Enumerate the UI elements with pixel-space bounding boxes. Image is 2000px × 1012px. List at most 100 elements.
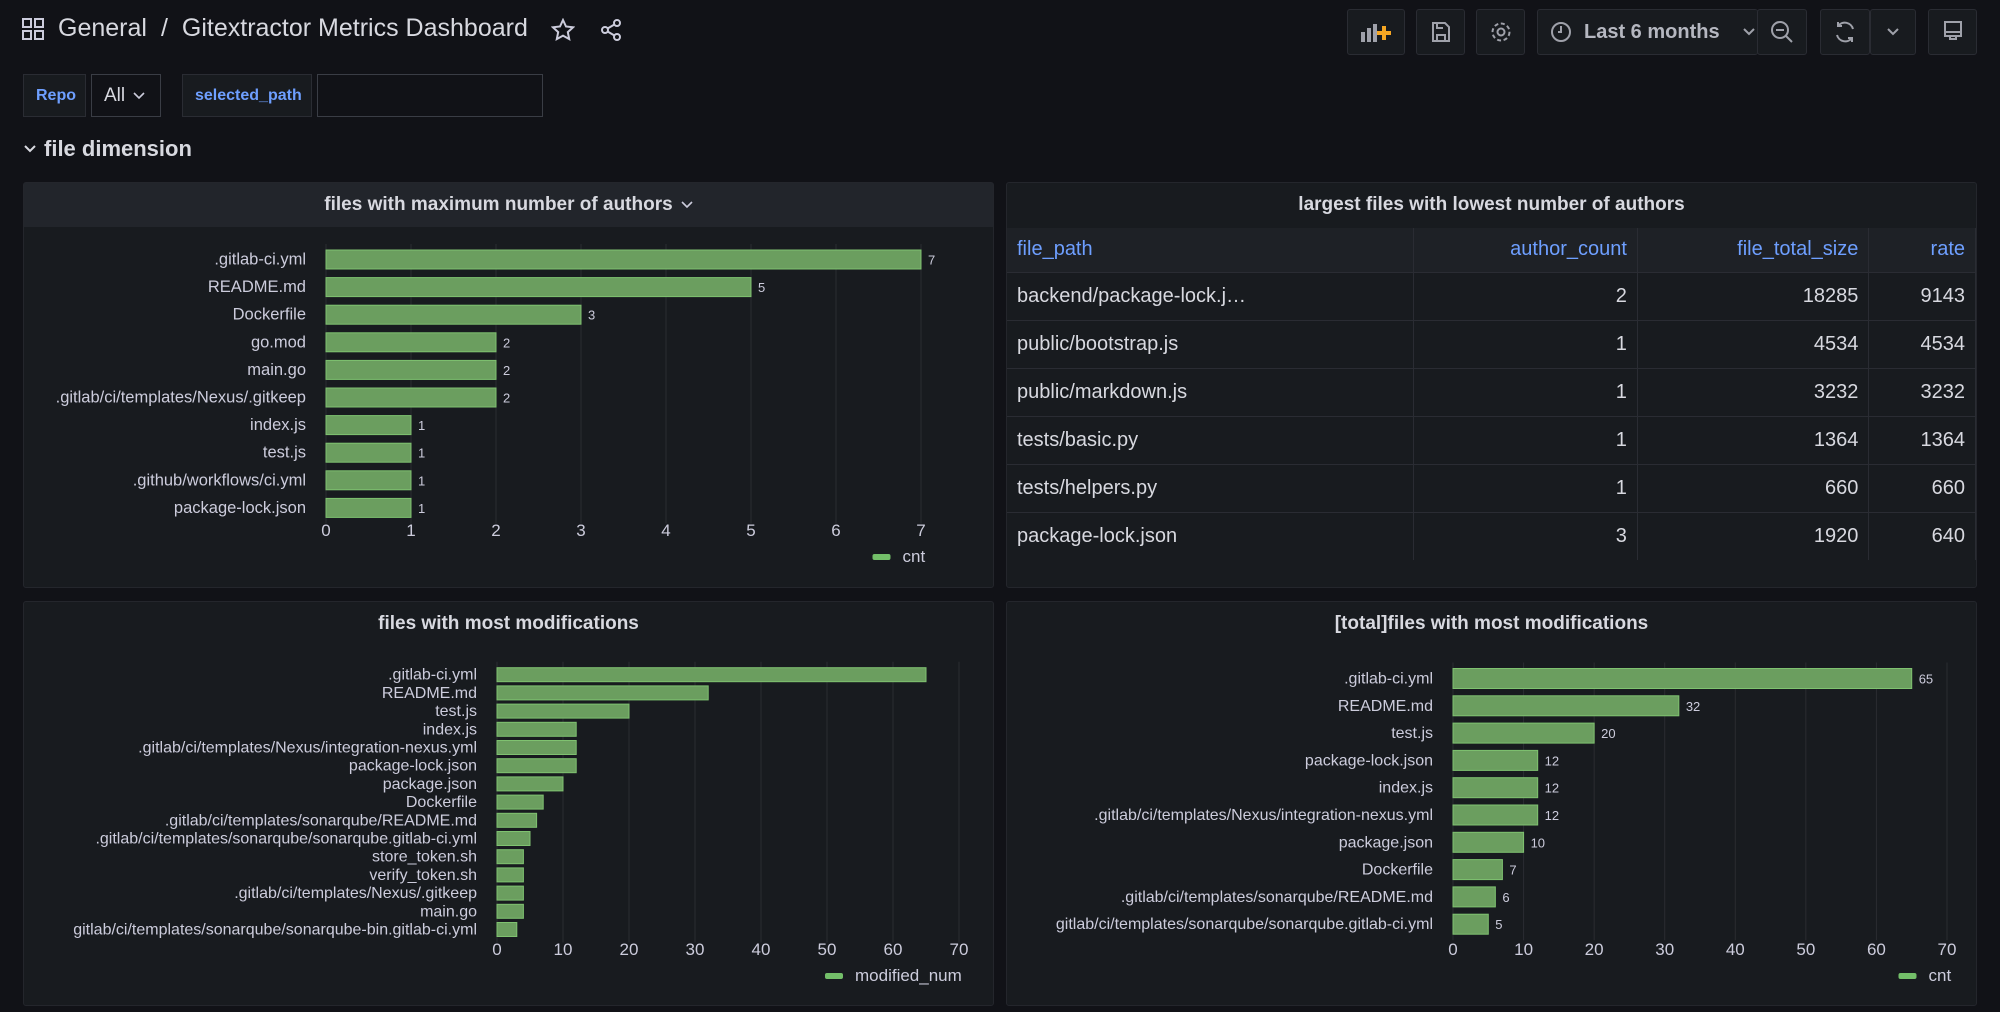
bar[interactable]	[1452, 668, 1913, 689]
category-label: README.md	[1338, 698, 1433, 715]
settings-button[interactable]	[1476, 9, 1525, 55]
selected-path-input[interactable]	[317, 74, 543, 117]
tv-icon	[1943, 21, 1962, 40]
zoom-out-button[interactable]	[1757, 9, 1807, 55]
panel-title[interactable]: files with most modifications	[378, 613, 639, 634]
panel-title[interactable]: largest files with lowest number of auth…	[1298, 194, 1685, 215]
row-file-dimension[interactable]: file dimension	[24, 136, 192, 162]
legend-label[interactable]: cnt	[903, 547, 926, 566]
category-label: main.go	[247, 361, 306, 379]
table-cell: tests/helpers.py	[1007, 463, 1414, 512]
legend-label[interactable]: modified_num	[855, 966, 962, 985]
panel-title[interactable]: files with maximum number of authors	[24, 183, 993, 227]
x-tick-label: 70	[950, 940, 969, 959]
bar[interactable]	[325, 332, 497, 353]
bar[interactable]	[325, 359, 497, 380]
breadcrumb-folder[interactable]: General	[58, 14, 147, 42]
bar[interactable]	[496, 849, 524, 865]
repo-value: All	[104, 84, 126, 106]
panel-most-modifications: files with most modifications 0 10 20 30 40 5…	[23, 601, 994, 1006]
category-label: .gitlab/ci/templates/sonarqube/README.md	[1121, 889, 1433, 906]
bar[interactable]	[325, 415, 412, 436]
category-label: .gitlab/ci/templates/sonarqube/sonarqube…	[95, 831, 477, 848]
bar[interactable]	[1452, 859, 1503, 881]
bar[interactable]	[496, 703, 630, 719]
add-panel-button[interactable]	[1347, 9, 1405, 55]
bar[interactable]	[1452, 749, 1539, 771]
bar[interactable]	[496, 740, 577, 755]
column-header-file-total-size[interactable]: file_total_size	[1637, 228, 1870, 272]
bar[interactable]	[325, 387, 497, 408]
save-button[interactable]	[1416, 9, 1465, 55]
bar[interactable]	[325, 249, 922, 270]
bar-value-label: 2	[503, 391, 510, 406]
table-row: backend/package-lock.j… 2 18285 9143	[1007, 271, 1976, 320]
column-header-rate[interactable]: rate	[1868, 228, 1976, 272]
bar[interactable]	[325, 470, 412, 491]
bar[interactable]	[1452, 886, 1496, 908]
column-header-file-path[interactable]: file_path	[1007, 228, 1414, 272]
legend-label[interactable]: cnt	[1929, 966, 1952, 985]
star-icon[interactable]	[551, 18, 575, 42]
view-mode-button[interactable]	[1928, 9, 1977, 55]
bar[interactable]	[1452, 804, 1539, 826]
column-header-author-count[interactable]: author_count	[1413, 228, 1638, 272]
time-picker[interactable]: Last 6 months	[1537, 9, 1758, 55]
bar[interactable]	[325, 442, 412, 463]
bar-value-label: 12	[1545, 808, 1559, 823]
bar[interactable]	[496, 776, 564, 792]
bar-value-label: 3	[588, 308, 595, 323]
bar[interactable]	[496, 885, 524, 901]
bar[interactable]	[496, 667, 927, 683]
bar-value-label: 5	[758, 280, 765, 295]
bar-value-label: 1	[418, 418, 425, 433]
x-tick-label: 5	[746, 521, 755, 540]
bar[interactable]	[1452, 722, 1595, 744]
apps-icon[interactable]	[22, 18, 44, 40]
bar[interactable]	[496, 903, 524, 919]
share-icon[interactable]	[599, 18, 623, 42]
panel-title[interactable]: [total]files with most modifications	[1334, 613, 1649, 634]
dashboard-title[interactable]: Gitextractor Metrics Dashboard	[181, 14, 528, 42]
add-panel-icon	[1361, 24, 1391, 42]
x-tick-label: 50	[818, 940, 837, 959]
x-tick-label: 30	[1655, 940, 1674, 959]
bar[interactable]	[325, 497, 412, 518]
bar[interactable]	[496, 867, 524, 883]
bar[interactable]	[496, 812, 538, 828]
bar[interactable]	[325, 304, 582, 325]
table-cell: 660	[1637, 463, 1870, 512]
bar[interactable]	[496, 758, 577, 774]
time-range-label: Last 6 months	[1584, 20, 1720, 43]
table-cell: 660	[1868, 463, 1976, 512]
bar[interactable]	[1452, 831, 1525, 853]
category-label: README.md	[382, 685, 477, 702]
category-label: package.json	[1339, 834, 1433, 851]
bar-value-label: 7	[1509, 863, 1516, 878]
bar-value-label: 5	[1495, 917, 1502, 932]
refresh-interval-dropdown[interactable]	[1870, 9, 1916, 55]
row-title: file dimension	[44, 136, 192, 161]
bar[interactable]	[496, 831, 531, 846]
x-tick-label: 70	[1938, 940, 1957, 959]
category-label: index.js	[1379, 780, 1433, 797]
bar[interactable]	[1452, 913, 1489, 935]
selected-path-label: selected_path	[182, 74, 312, 117]
table-cell: backend/package-lock.j…	[1007, 271, 1414, 320]
panel-title-text: files with maximum number of authors	[324, 194, 673, 215]
bar[interactable]	[496, 685, 709, 701]
bar[interactable]	[1452, 695, 1680, 717]
repo-variable-select[interactable]: All	[91, 74, 161, 117]
category-label: test.js	[1391, 725, 1433, 742]
bar[interactable]	[496, 922, 518, 937]
table-cell: public/markdown.js	[1007, 367, 1414, 416]
bar[interactable]	[496, 794, 544, 810]
category-label: package-lock.json	[174, 499, 306, 517]
category-label: Dockerfile	[233, 306, 306, 324]
table-cell: package-lock.json	[1007, 511, 1414, 560]
refresh-button[interactable]	[1820, 9, 1870, 55]
bar[interactable]	[325, 277, 752, 298]
bar[interactable]	[1452, 777, 1539, 799]
bar[interactable]	[496, 721, 577, 737]
table-cell: 2	[1413, 271, 1638, 320]
